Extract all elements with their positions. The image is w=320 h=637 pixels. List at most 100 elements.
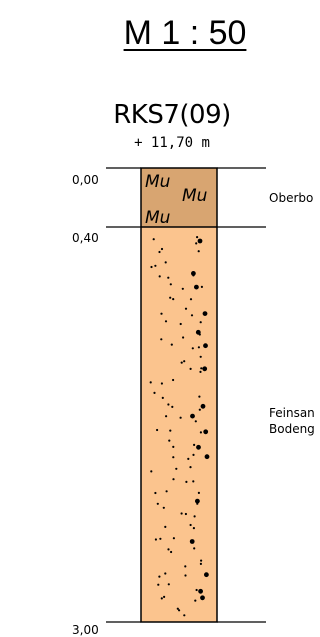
sand-dot [199,355,202,358]
depth-label-bottom: 3,00 [72,623,99,637]
sand-hatch-pattern [149,236,210,617]
sand-dot [156,428,159,432]
sand-dot [199,562,202,566]
sand-dot [198,408,201,411]
sand-dot [183,360,186,363]
elevation-label: + 11,70 m [134,135,210,151]
sand-dot [191,347,194,350]
sand-dot [170,343,173,346]
topsoil-symbol: Mu [182,186,208,206]
sand-dot [153,391,156,394]
sand-dot [172,537,175,540]
sand-dot [182,336,185,339]
sand-dot [158,275,161,278]
topsoil-layer [141,168,217,227]
sand-dot [150,470,153,473]
sand-dot [160,338,163,341]
depth-label-top: 0,00 [72,173,99,187]
sand-dot-large [196,444,201,450]
sand-dot [197,250,200,253]
sand-dot [170,550,173,554]
sand-dot [193,547,196,550]
sand-dot [154,491,157,495]
sand-dot [169,296,172,299]
sand-dot [161,396,164,399]
sand-dot [184,574,187,577]
sand-dot [193,443,196,446]
sand-dot [168,439,171,442]
layer-description-topsoil: Oberbo [269,190,313,206]
sand-dot [152,238,155,241]
sand-dot [175,467,178,470]
sand-dot [169,429,172,432]
sand-dot [184,512,187,516]
sand-dot [160,597,163,600]
sand-dot [172,456,175,459]
sand-dot [149,381,152,384]
sand-dot [160,382,163,385]
sand-dot-large [189,539,195,544]
sand-dot-large [194,284,199,290]
sand-dot [154,264,157,267]
sand-dot [159,537,162,540]
sand-dot [157,583,160,586]
sand-dot [180,512,183,515]
sand-dot-large [197,238,203,244]
sand-dot [167,276,170,279]
sand-dot [160,247,164,251]
sand-dot [195,242,198,245]
sand-dot [163,595,166,599]
sand-dot [183,614,186,617]
sand-dot [172,378,175,382]
scale-title: M 1 : 50 [123,14,247,52]
sand-dot [154,538,157,541]
sand-dot-large [204,454,210,460]
sand-dot [164,261,167,264]
sand-dot [189,367,192,370]
sand-dot [184,565,187,568]
sand-dot-large [202,311,208,316]
sand-dot [150,265,153,269]
sand-dot [156,502,159,505]
sand-dot-large [190,413,195,419]
sand-dot [195,588,198,592]
sand-dot [179,322,182,326]
description-line: Oberbo [269,191,314,205]
sand-dot [199,370,202,373]
sand-dot [164,525,167,529]
sand-dot [190,314,194,317]
sand-dot-large [198,588,204,594]
sand-dot [171,405,174,408]
sand-dot [172,298,175,301]
sand-dot-large [195,329,201,335]
sand-dot [167,583,170,586]
sand-dot [178,609,181,612]
sand-dot [165,415,168,418]
depth-label-boundary: 0,40 [72,231,99,245]
column-outline [140,167,218,623]
sand-dot-large [203,343,208,349]
sand-dot [169,283,172,286]
sand-dot [160,312,163,315]
sand-dot [164,572,167,575]
sand-dot-large [200,595,205,601]
sand-dot [189,466,192,469]
sand-dot [197,346,200,349]
sand-dot [194,420,197,423]
sand-dot [172,445,175,448]
sand-dot [200,367,203,370]
sand-dot [189,523,192,527]
sand-dot [164,320,168,323]
description-line: Bodeng [269,422,315,436]
sand-dot [158,575,161,578]
sand-dot [200,285,203,288]
sand-dot [192,453,195,456]
sand-dot [172,478,175,481]
borehole-label: RKS7(09) [113,100,231,130]
topsoil-symbol: Mu [145,208,171,228]
sand-dot-large [200,403,206,409]
sand-dot [192,480,195,483]
sand-dot [165,490,168,493]
sand-dot [196,236,199,239]
fine-sand-layer [141,227,217,622]
